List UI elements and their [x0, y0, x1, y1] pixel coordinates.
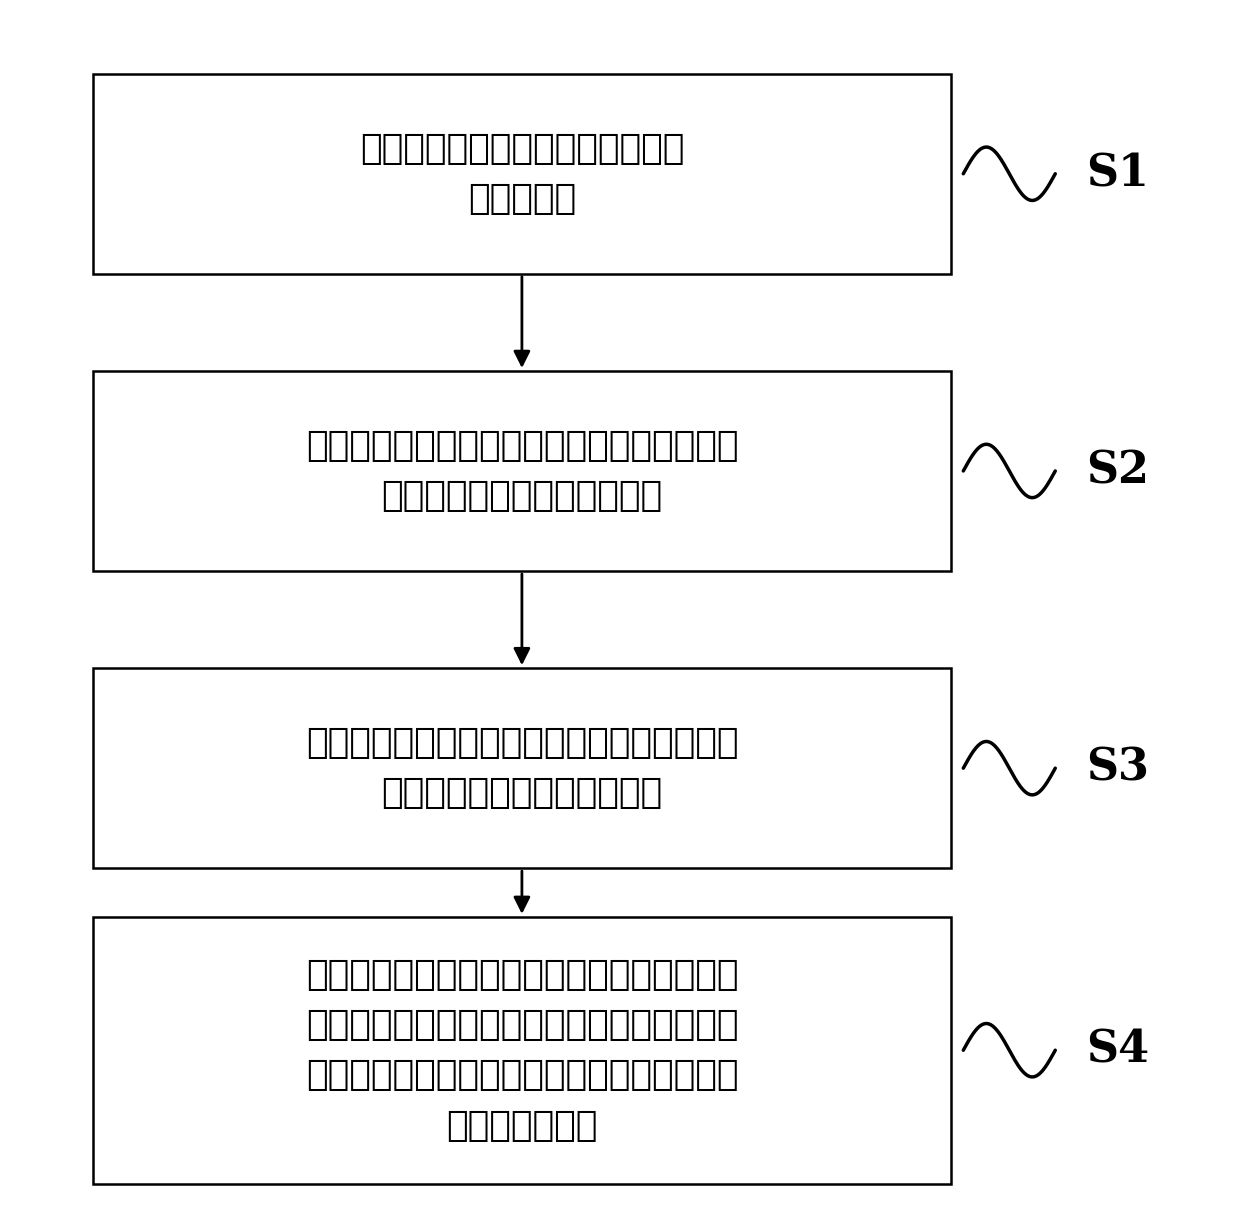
Text: 确定模块化多电平换流器中的故障
子模块个数: 确定模块化多电平换流器中的故障 子模块个数 — [360, 131, 684, 216]
Text: S1: S1 — [1086, 152, 1148, 195]
Text: 获取模块化多电平换流器的上桥臂的目标输出
电压和下桥臂的目标输出电压: 获取模块化多电平换流器的上桥臂的目标输出 电压和下桥臂的目标输出电压 — [306, 726, 738, 810]
FancyBboxPatch shape — [93, 917, 951, 1184]
Text: 利用电容参考电压和上桥臂的目标输出电压确
定出上桥臂投入的子模块个数，利用电容参考
电压和下桥臂的目标输出电压确定出下桥臂投
入的子模块个数: 利用电容参考电压和上桥臂的目标输出电压确 定出上桥臂投入的子模块个数，利用电容参… — [306, 958, 738, 1142]
Text: S3: S3 — [1086, 747, 1149, 790]
Text: S4: S4 — [1086, 1028, 1149, 1071]
FancyBboxPatch shape — [93, 667, 951, 869]
FancyBboxPatch shape — [93, 371, 951, 571]
Text: S2: S2 — [1086, 449, 1149, 492]
Text: 基于故障子模块个数计算得到模块化多电平换
流器的子模块的电容参考电压: 基于故障子模块个数计算得到模块化多电平换 流器的子模块的电容参考电压 — [306, 429, 738, 513]
FancyBboxPatch shape — [93, 74, 951, 274]
